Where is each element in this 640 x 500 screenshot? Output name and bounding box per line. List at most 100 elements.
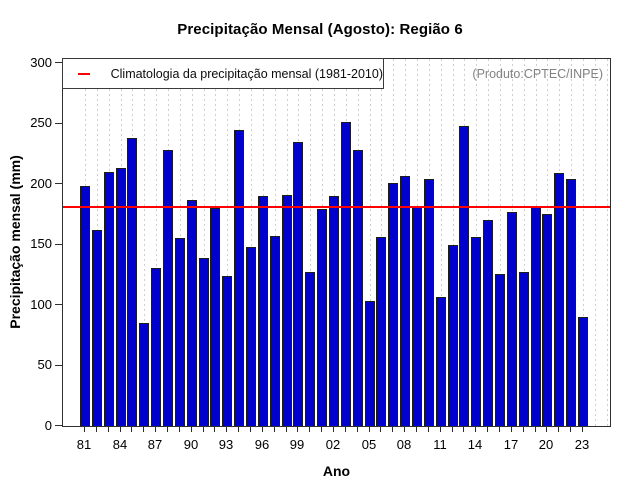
bar-2022 — [566, 179, 577, 426]
x-tick — [392, 427, 393, 432]
bar-2003 — [340, 122, 351, 426]
bar-1993 — [222, 276, 233, 426]
x-tick — [203, 427, 204, 432]
x-tick — [369, 427, 370, 432]
bar-2010 — [423, 179, 434, 426]
x-tick — [345, 427, 346, 432]
x-tick-label: 02 — [325, 437, 341, 452]
x-tick — [416, 427, 417, 432]
x-tick — [131, 427, 132, 432]
y-tick-label: 100 — [30, 297, 52, 312]
y-tick-label: 50 — [37, 357, 52, 372]
x-tick-label: 87 — [147, 437, 163, 452]
bar-1991 — [198, 257, 209, 426]
x-tick — [238, 427, 239, 432]
bar-1990 — [186, 199, 197, 426]
gridline — [204, 59, 205, 426]
x-tick-label: 90 — [183, 437, 199, 452]
legend: Climatologia da precipitação mensal (198… — [62, 58, 384, 89]
x-tick — [167, 427, 168, 432]
x-tick — [120, 427, 121, 432]
bar-2001 — [317, 209, 328, 426]
y-tick-label: 0 — [44, 418, 52, 433]
bar-1982 — [91, 230, 102, 426]
x-tick — [487, 427, 488, 432]
x-tick-label: 14 — [467, 437, 483, 452]
bar-2015 — [483, 220, 494, 426]
x-tick-label: 08 — [396, 437, 412, 452]
bar-2018 — [518, 272, 529, 426]
x-axis-title: Ano — [322, 463, 351, 479]
plot-area: (Produto:CPTEC/INPE) Climatologia da pre… — [62, 58, 611, 427]
x-tick — [297, 427, 298, 432]
x-tick — [214, 427, 215, 432]
gridline — [583, 59, 584, 426]
x-tick — [96, 427, 97, 432]
bar-1988 — [163, 150, 173, 426]
x-tick — [179, 427, 180, 432]
x-tick — [463, 427, 464, 432]
gridline — [227, 59, 228, 426]
legend-label: Climatologia da precipitação mensal (198… — [110, 66, 383, 81]
y-tick — [55, 244, 62, 245]
bar-1994 — [234, 129, 245, 426]
product-annotation: (Produto:CPTEC/INPE) — [472, 67, 603, 81]
y-tick-label: 300 — [30, 55, 52, 70]
bar-2016 — [495, 273, 505, 426]
x-tick-label: 05 — [361, 437, 377, 452]
bar-1981 — [80, 186, 90, 426]
x-tick — [523, 427, 524, 432]
x-tick — [250, 427, 251, 432]
bar-2020 — [542, 214, 553, 426]
y-tick-label: 200 — [30, 176, 52, 191]
y-tick — [55, 183, 62, 184]
x-tick — [155, 427, 156, 432]
x-tick-label: 84 — [112, 437, 128, 452]
bar-2014 — [471, 237, 482, 426]
y-tick — [55, 123, 62, 124]
chart-title: Precipitação Mensal (Agosto): Região 6 — [177, 21, 463, 38]
x-tick — [357, 427, 358, 432]
y-tick — [55, 425, 62, 426]
bar-1992 — [210, 208, 221, 426]
x-tick — [191, 427, 192, 432]
x-tick — [274, 427, 275, 432]
x-tick — [404, 427, 405, 432]
x-tick-label: 93 — [218, 437, 234, 452]
x-tick-label: 99 — [289, 437, 305, 452]
x-tick — [226, 427, 227, 432]
x-tick — [511, 427, 512, 432]
bar-2000 — [305, 272, 316, 426]
x-tick — [84, 427, 85, 432]
bar-1985 — [127, 138, 138, 426]
bar-1996 — [257, 196, 268, 426]
bar-1987 — [151, 267, 162, 426]
bar-2011 — [435, 296, 446, 426]
gridline — [251, 59, 252, 426]
gridline — [607, 59, 608, 426]
bar-2017 — [506, 211, 517, 426]
bar-2013 — [459, 125, 470, 426]
x-tick — [108, 427, 109, 432]
gridline — [156, 59, 157, 426]
y-tick — [55, 62, 62, 63]
bar-1984 — [115, 168, 126, 426]
x-tick — [286, 427, 287, 432]
y-tick — [55, 365, 62, 366]
bar-1989 — [174, 238, 185, 426]
bar-2008 — [400, 175, 411, 426]
x-tick — [475, 427, 476, 432]
gridline — [595, 59, 596, 426]
bar-1997 — [269, 236, 280, 426]
x-tick — [535, 427, 536, 432]
bar-2012 — [447, 244, 458, 426]
bar-1995 — [246, 246, 256, 426]
x-tick-label: 23 — [574, 437, 590, 452]
y-tick-label: 150 — [30, 236, 52, 251]
bar-2004 — [352, 150, 363, 426]
bar-2006 — [376, 237, 387, 426]
gridline — [144, 59, 145, 426]
bar-2023 — [578, 317, 588, 426]
x-tick — [262, 427, 263, 432]
x-tick — [143, 427, 144, 432]
